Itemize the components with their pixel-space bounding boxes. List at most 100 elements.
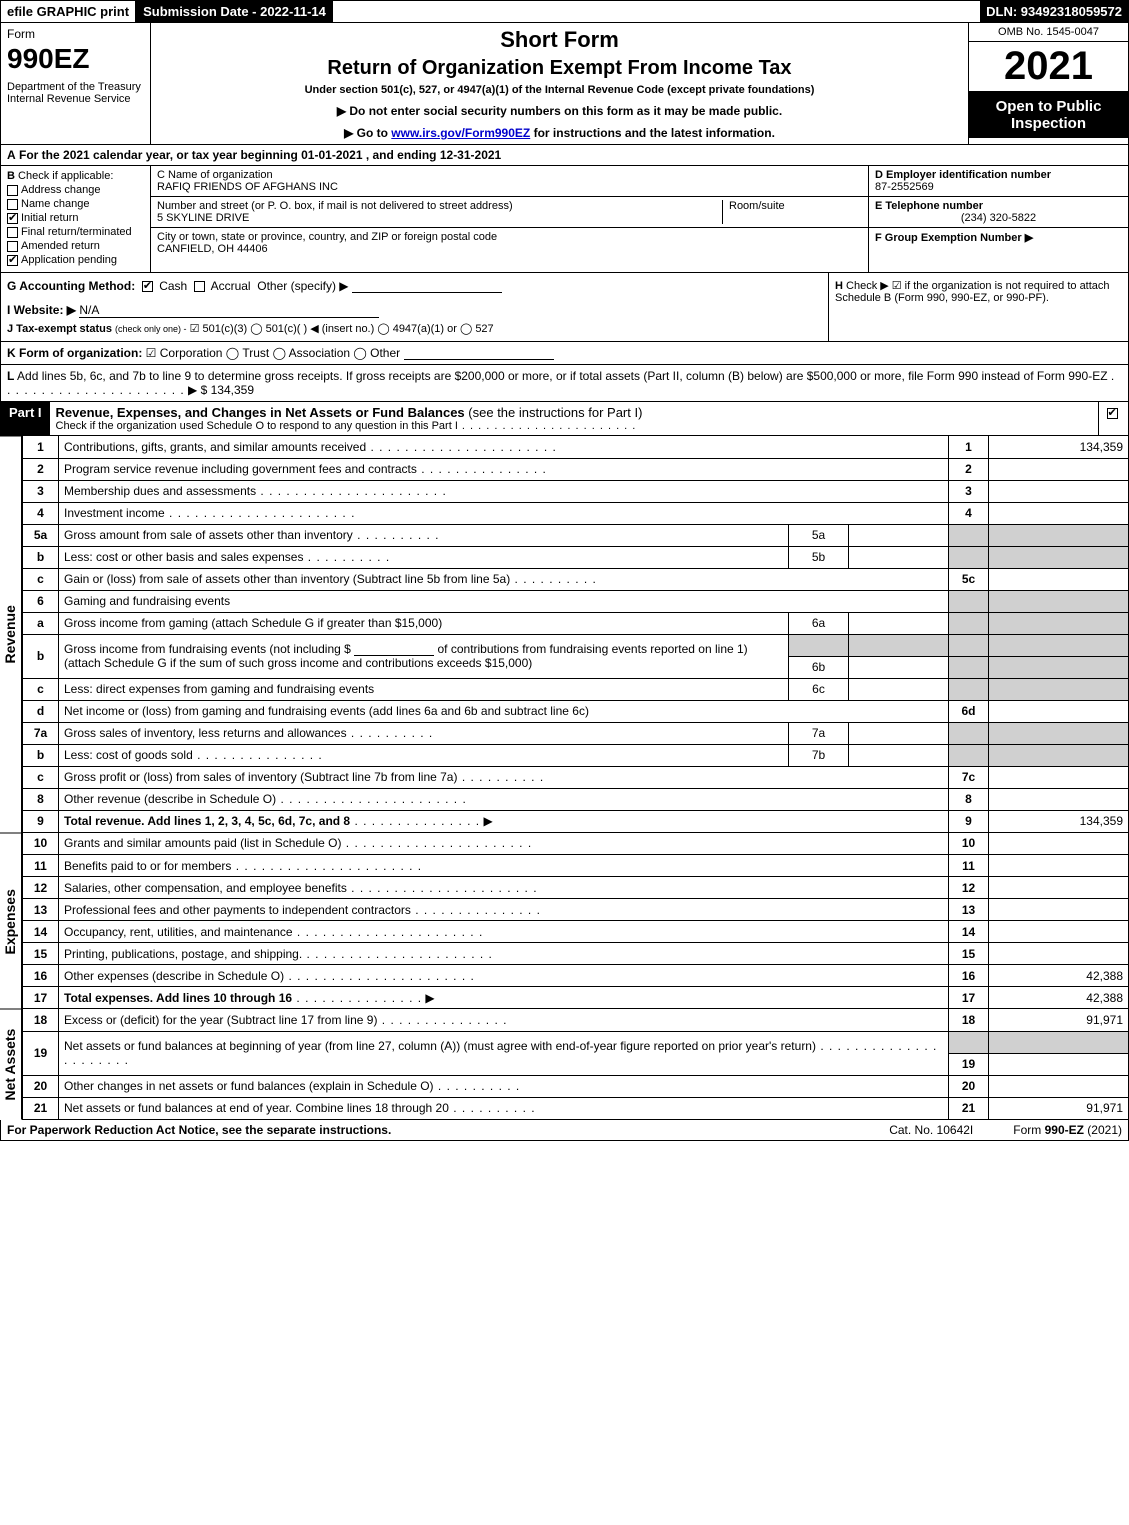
top-bar: efile GRAPHIC print Submission Date - 20… [0,0,1129,23]
line-16: 16Other expenses (describe in Schedule O… [23,965,1129,987]
chk-name-change[interactable]: Name change [7,198,144,210]
line-17: 17Total expenses. Add lines 10 through 1… [23,987,1129,1009]
page-footer: For Paperwork Reduction Act Notice, see … [0,1120,1129,1141]
opt-final-return: Final return/terminated [21,226,132,238]
l-text: Add lines 5b, 6c, and 7b to line 9 to de… [17,369,1108,383]
cat-no: Cat. No. 10642I [889,1123,973,1137]
revenue-table: 1Contributions, gifts, grants, and simil… [22,436,1129,833]
check-if-applicable: Check if applicable: [18,170,113,182]
opt-name-change: Name change [21,198,90,210]
l-label: L [7,369,14,383]
part1-check[interactable] [1098,402,1128,435]
other-specify-field[interactable] [352,279,502,293]
chk-final-return[interactable]: Final return/terminated [7,226,144,238]
form-subtitle: Under section 501(c), 527, or 4947(a)(1)… [159,84,960,96]
row-gh: G Accounting Method: Cash Accrual Other … [0,273,1129,342]
short-form-label: Short Form [159,27,960,53]
j-options: ☑ 501(c)(3) ◯ 501(c)( ) ◀ (insert no.) ◯… [190,323,494,335]
expenses-table: 10Grants and similar amounts paid (list … [22,833,1129,1010]
line-20: 20Other changes in net assets or fund ba… [23,1075,1129,1097]
label-b: B [7,170,15,182]
line-1: 1Contributions, gifts, grants, and simil… [23,436,1129,458]
part-1-title: Revenue, Expenses, and Changes in Net As… [50,402,1098,435]
header-center: Short Form Return of Organization Exempt… [151,23,968,144]
line-6d: dNet income or (loss) from gaming and fu… [23,700,1129,722]
website-value: N/A [79,303,379,318]
line-14: 14Occupancy, rent, utilities, and mainte… [23,921,1129,943]
g-label: G Accounting Method: [7,279,135,293]
org-name: RAFIQ FRIENDS OF AFGHANS INC [157,181,862,193]
chk-amended-return[interactable]: Amended return [7,240,144,252]
ein-value: 87-2552569 [875,181,934,193]
k-label: K Form of organization: [7,346,142,360]
part1-title-main: Revenue, Expenses, and Changes in Net As… [56,405,465,420]
line-6c: cLess: direct expenses from gaming and f… [23,678,1129,700]
efile-graphic-print[interactable]: efile GRAPHIC print [1,1,137,22]
chk-initial-return[interactable]: Initial return [7,212,144,224]
line-5b: bLess: cost or other basis and sales exp… [23,546,1129,568]
checkbox-icon [194,281,205,292]
line-6: 6Gaming and fundraising events [23,590,1129,612]
part1-title-paren: (see the instructions for Part I) [468,405,642,420]
form-word: Form [7,27,144,41]
checkbox-checked-icon [142,281,153,292]
revenue-vertical-label: Revenue [0,436,22,833]
tel-value: (234) 320-5822 [875,212,1122,224]
line-9: 9Total revenue. Add lines 1, 2, 3, 4, 5c… [23,810,1129,832]
info-block: B Check if applicable: Address change Na… [0,166,1129,273]
checkbox-checked-icon [7,255,18,266]
l-amount-prefix: ▶ $ [188,383,211,397]
open-to-public: Open to Public Inspection [969,92,1128,138]
line-13: 13Professional fees and other payments t… [23,899,1129,921]
checkbox-icon [7,241,18,252]
i-label: I Website: ▶ [7,303,76,317]
c-city-label: City or town, state or province, country… [157,231,862,243]
line-7a: 7aGross sales of inventory, less returns… [23,722,1129,744]
h-text: Check ▶ ☑ if the organization is not req… [835,280,1110,304]
form-ref: Form 990-EZ (2021) [1013,1123,1122,1137]
line-6b: bGross income from fundraising events (n… [23,634,1129,656]
line-3: 3Membership dues and assessments3 [23,480,1129,502]
note-instructions: ▶ Go to www.irs.gov/Form990EZ for instru… [159,126,960,140]
paperwork-notice: For Paperwork Reduction Act Notice, see … [7,1123,391,1137]
header-right: OMB No. 1545-0047 2021 Open to Public In… [968,23,1128,144]
section-b: B Check if applicable: Address change Na… [1,166,151,272]
dln: DLN: 93492318059572 [980,1,1128,22]
row-l: L Add lines 5b, 6c, and 7b to line 9 to … [0,365,1129,402]
note-ssn: ▶ Do not enter social security numbers o… [159,104,960,118]
opt-accrual: Accrual [211,279,251,293]
chk-address-change[interactable]: Address change [7,184,144,196]
checkbox-icon [7,199,18,210]
expenses-vertical-label: Expenses [0,833,22,1010]
opt-amended-return: Amended return [21,240,100,252]
part-1-label: Part I [1,402,50,435]
opt-initial-return: Initial return [21,212,78,224]
irs-link[interactable]: www.irs.gov/Form990EZ [391,126,530,140]
expenses-section: Expenses 10Grants and similar amounts pa… [0,833,1129,1010]
room-suite-label: Room/suite [722,200,862,224]
d-ein-label: D Employer identification number [875,169,1051,181]
contrib-amount-field[interactable] [354,642,434,656]
line-2: 2Program service revenue including gover… [23,458,1129,480]
org-city: CANFIELD, OH 44406 [157,243,862,255]
k-other-field[interactable] [404,346,554,360]
omb-number: OMB No. 1545-0047 [969,23,1128,42]
line-15: 15Printing, publications, postage, and s… [23,943,1129,965]
line-5a: 5aGross amount from sale of assets other… [23,524,1129,546]
line-11: 11Benefits paid to or for members11 [23,855,1129,877]
net-assets-section: Net Assets 18Excess or (deficit) for the… [0,1009,1129,1120]
c-addr-label: Number and street (or P. O. box, if mail… [157,200,722,212]
row-k: K Form of organization: ☑ Corporation ◯ … [0,342,1129,365]
part1-sub: Check if the organization used Schedule … [56,420,1092,432]
note2-post: for instructions and the latest informat… [530,126,775,140]
tax-year: 2021 [969,42,1128,92]
line-7c: cGross profit or (loss) from sales of in… [23,766,1129,788]
row-g: G Accounting Method: Cash Accrual Other … [1,273,828,341]
form-number: 990EZ [7,43,144,75]
checkbox-checked-icon [1107,408,1118,419]
header-left: Form 990EZ Department of the Treasury In… [1,23,151,144]
note2-pre: ▶ Go to [344,126,391,140]
checkbox-icon [7,227,18,238]
chk-application-pending[interactable]: Application pending [7,254,144,266]
c-name-label: C Name of organization [157,169,862,181]
